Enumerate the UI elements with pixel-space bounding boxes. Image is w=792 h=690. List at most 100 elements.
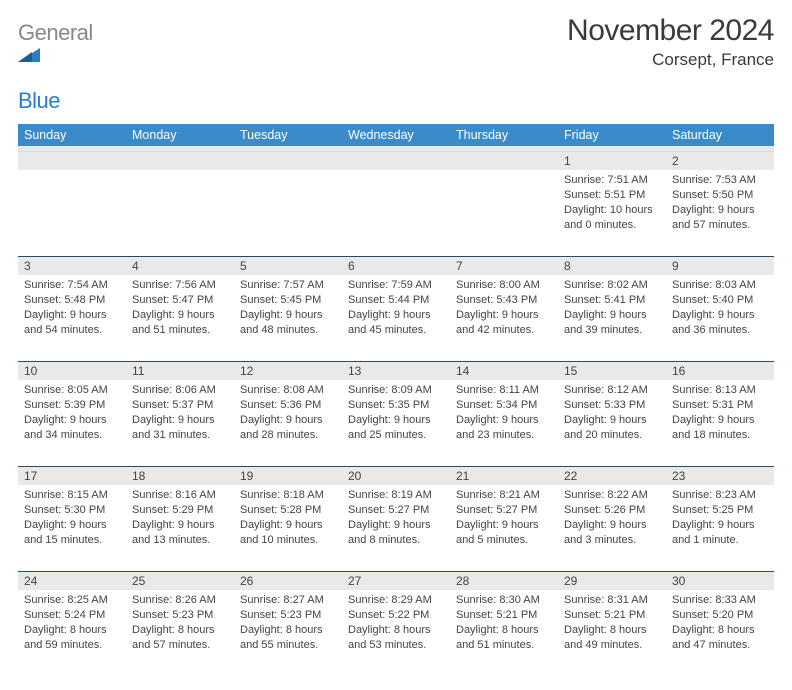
day-line-dl2: and 54 minutes. [24,323,120,338]
day-cell: Sunrise: 8:12 AMSunset: 5:33 PMDaylight:… [558,380,666,466]
day-line-sr: Sunrise: 8:19 AM [348,488,444,503]
day-line-ss: Sunset: 5:39 PM [24,398,120,413]
logo-text-blue: Blue [18,88,60,113]
week-row: Sunrise: 8:15 AMSunset: 5:30 PMDaylight:… [18,485,774,571]
day-cell: Sunrise: 8:08 AMSunset: 5:36 PMDaylight:… [234,380,342,466]
day-line-dl2: and 31 minutes. [132,428,228,443]
day-line-dl1: Daylight: 10 hours [564,203,660,218]
dow-fri: Friday [558,124,666,146]
day-line-dl2: and 1 minute. [672,533,768,548]
day-line-dl2: and 0 minutes. [564,218,660,233]
day-line-dl2: and 36 minutes. [672,323,768,338]
day-cell [234,170,342,256]
day-cell [126,170,234,256]
day-cell [450,170,558,256]
day-line-dl1: Daylight: 8 hours [24,623,120,638]
day-cell: Sunrise: 8:26 AMSunset: 5:23 PMDaylight:… [126,590,234,676]
day-cell: Sunrise: 8:25 AMSunset: 5:24 PMDaylight:… [18,590,126,676]
dow-wed: Wednesday [342,124,450,146]
week-row: Sunrise: 8:25 AMSunset: 5:24 PMDaylight:… [18,590,774,676]
day-line-ss: Sunset: 5:50 PM [672,188,768,203]
day-line-dl2: and 34 minutes. [24,428,120,443]
day-cell: Sunrise: 8:27 AMSunset: 5:23 PMDaylight:… [234,590,342,676]
day-line-dl1: Daylight: 9 hours [456,308,552,323]
daynum-cell [450,152,558,170]
daynum-cell: 5 [234,257,342,275]
day-cell: Sunrise: 8:05 AMSunset: 5:39 PMDaylight:… [18,380,126,466]
day-line-dl1: Daylight: 9 hours [348,518,444,533]
day-line-dl2: and 48 minutes. [240,323,336,338]
day-cell: Sunrise: 8:11 AMSunset: 5:34 PMDaylight:… [450,380,558,466]
daynum-cell: 4 [126,257,234,275]
logo: GeneralBlue [18,14,93,114]
day-cell: Sunrise: 8:09 AMSunset: 5:35 PMDaylight:… [342,380,450,466]
day-line-sr: Sunrise: 7:59 AM [348,278,444,293]
daynum-cell: 27 [342,572,450,590]
day-line-dl1: Daylight: 8 hours [456,623,552,638]
day-line-dl2: and 57 minutes. [672,218,768,233]
daynum-cell: 28 [450,572,558,590]
day-line-ss: Sunset: 5:25 PM [672,503,768,518]
daynum-strip: 24252627282930 [18,571,774,590]
day-line-dl2: and 25 minutes. [348,428,444,443]
daynum-strip: 3456789 [18,256,774,275]
daynum-cell: 30 [666,572,774,590]
header: GeneralBlue November 2024 Corsept, Franc… [18,14,774,114]
day-line-dl2: and 45 minutes. [348,323,444,338]
day-line-dl1: Daylight: 9 hours [24,518,120,533]
day-line-dl2: and 13 minutes. [132,533,228,548]
day-line-dl2: and 55 minutes. [240,638,336,653]
day-line-sr: Sunrise: 7:56 AM [132,278,228,293]
day-line-ss: Sunset: 5:23 PM [132,608,228,623]
day-line-dl1: Daylight: 9 hours [564,518,660,533]
day-line-sr: Sunrise: 8:13 AM [672,383,768,398]
daynum-cell: 22 [558,467,666,485]
day-line-ss: Sunset: 5:36 PM [240,398,336,413]
week-row: Sunrise: 8:05 AMSunset: 5:39 PMDaylight:… [18,380,774,466]
day-cell: Sunrise: 8:29 AMSunset: 5:22 PMDaylight:… [342,590,450,676]
day-line-ss: Sunset: 5:33 PM [564,398,660,413]
daynum-cell [126,152,234,170]
day-line-ss: Sunset: 5:23 PM [240,608,336,623]
daynum-cell: 15 [558,362,666,380]
day-line-sr: Sunrise: 8:30 AM [456,593,552,608]
day-line-ss: Sunset: 5:29 PM [132,503,228,518]
day-cell: Sunrise: 8:03 AMSunset: 5:40 PMDaylight:… [666,275,774,361]
dow-row: Sunday Monday Tuesday Wednesday Thursday… [18,124,774,146]
day-line-dl2: and 3 minutes. [564,533,660,548]
day-line-dl1: Daylight: 9 hours [672,203,768,218]
daynum-cell: 16 [666,362,774,380]
daynum-cell: 24 [18,572,126,590]
day-cell: Sunrise: 7:56 AMSunset: 5:47 PMDaylight:… [126,275,234,361]
day-line-dl2: and 59 minutes. [24,638,120,653]
day-line-ss: Sunset: 5:21 PM [456,608,552,623]
day-line-dl1: Daylight: 9 hours [564,413,660,428]
day-cell: Sunrise: 8:13 AMSunset: 5:31 PMDaylight:… [666,380,774,466]
day-cell: Sunrise: 8:19 AMSunset: 5:27 PMDaylight:… [342,485,450,571]
daynum-cell: 17 [18,467,126,485]
daynum-cell: 21 [450,467,558,485]
day-cell: Sunrise: 8:15 AMSunset: 5:30 PMDaylight:… [18,485,126,571]
day-line-dl2: and 51 minutes. [456,638,552,653]
day-line-sr: Sunrise: 8:02 AM [564,278,660,293]
day-line-dl1: Daylight: 8 hours [132,623,228,638]
day-line-dl1: Daylight: 9 hours [456,413,552,428]
day-line-ss: Sunset: 5:27 PM [348,503,444,518]
day-line-dl1: Daylight: 9 hours [564,308,660,323]
day-line-sr: Sunrise: 8:31 AM [564,593,660,608]
day-line-ss: Sunset: 5:35 PM [348,398,444,413]
day-line-dl1: Daylight: 9 hours [672,308,768,323]
day-line-dl2: and 20 minutes. [564,428,660,443]
daynum-cell: 25 [126,572,234,590]
day-cell: Sunrise: 8:18 AMSunset: 5:28 PMDaylight:… [234,485,342,571]
day-line-ss: Sunset: 5:48 PM [24,293,120,308]
calendar: Sunday Monday Tuesday Wednesday Thursday… [18,124,774,676]
week-row: Sunrise: 7:54 AMSunset: 5:48 PMDaylight:… [18,275,774,361]
day-line-dl1: Daylight: 9 hours [348,308,444,323]
day-line-dl1: Daylight: 9 hours [348,413,444,428]
day-line-dl1: Daylight: 9 hours [240,413,336,428]
daynum-cell [18,152,126,170]
page: GeneralBlue November 2024 Corsept, Franc… [0,0,792,690]
weeks-container: 12Sunrise: 7:51 AMSunset: 5:51 PMDayligh… [18,152,774,676]
day-line-dl1: Daylight: 8 hours [240,623,336,638]
